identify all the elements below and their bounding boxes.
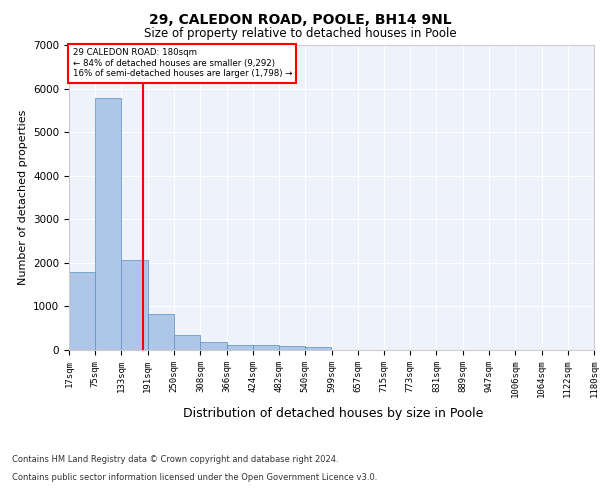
Bar <box>305 347 331 350</box>
Text: 29, CALEDON ROAD, POOLE, BH14 9NL: 29, CALEDON ROAD, POOLE, BH14 9NL <box>149 12 451 26</box>
Bar <box>121 260 148 350</box>
Text: Size of property relative to detached houses in Poole: Size of property relative to detached ho… <box>143 28 457 40</box>
Text: Contains public sector information licensed under the Open Government Licence v3: Contains public sector information licen… <box>12 472 377 482</box>
Bar <box>148 314 174 350</box>
Bar <box>69 272 95 350</box>
Bar <box>279 346 305 350</box>
Bar <box>95 98 121 350</box>
Bar <box>174 335 200 350</box>
Bar <box>253 346 279 350</box>
Bar <box>227 345 253 350</box>
Y-axis label: Number of detached properties: Number of detached properties <box>17 110 28 285</box>
Bar <box>200 342 227 350</box>
Text: Distribution of detached houses by size in Poole: Distribution of detached houses by size … <box>183 408 483 420</box>
Text: 29 CALEDON ROAD: 180sqm
← 84% of detached houses are smaller (9,292)
16% of semi: 29 CALEDON ROAD: 180sqm ← 84% of detache… <box>73 48 292 78</box>
Text: Contains HM Land Registry data © Crown copyright and database right 2024.: Contains HM Land Registry data © Crown c… <box>12 455 338 464</box>
